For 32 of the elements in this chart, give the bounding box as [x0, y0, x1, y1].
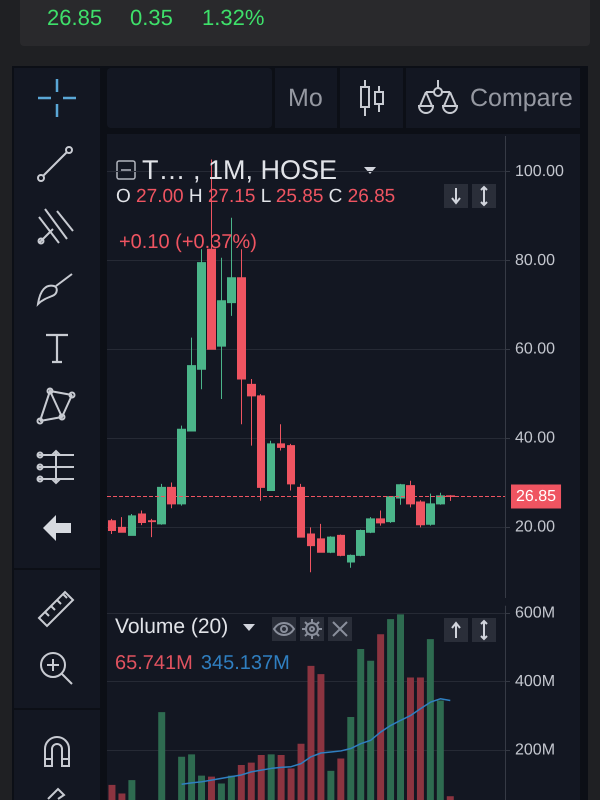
candlestick	[307, 526, 315, 573]
candlestick	[157, 483, 166, 526]
chart-title: Volume (20)	[115, 615, 228, 639]
y-tick-label: 100.00	[515, 163, 564, 180]
candlestick	[138, 510, 146, 526]
candlestick	[277, 424, 285, 452]
candlestick	[118, 516, 126, 534]
candlestick	[148, 518, 156, 538]
y-tick-label: 400M	[515, 673, 556, 690]
candlestick	[327, 536, 335, 554]
annotation: 65.741M	[115, 652, 193, 675]
y-tick-label: 200M	[515, 742, 556, 759]
candlestick	[128, 514, 136, 536]
text: 0.35	[130, 5, 173, 31]
text: Compare	[470, 84, 573, 113]
y-tick-label: 40.00	[515, 430, 556, 447]
y-tick-label: 80.00	[515, 252, 556, 269]
annotation: 345.137M	[200, 652, 290, 675]
y-tick-label: 600M	[515, 604, 556, 622]
ref-line-label: 26.85	[516, 488, 556, 505]
y-tick-label: 60.00	[515, 340, 556, 358]
candlestick	[108, 518, 116, 535]
candlestick	[267, 440, 275, 491]
y-tick-label: 20.00	[515, 518, 556, 536]
candlestick	[337, 534, 345, 557]
text: 1.32%	[202, 5, 264, 31]
text: 26.85	[47, 5, 102, 31]
candlestick	[376, 510, 385, 526]
candlestick	[287, 443, 295, 491]
candlestick	[317, 523, 325, 553]
text: Mo	[288, 84, 323, 113]
line-series	[180, 698, 452, 785]
